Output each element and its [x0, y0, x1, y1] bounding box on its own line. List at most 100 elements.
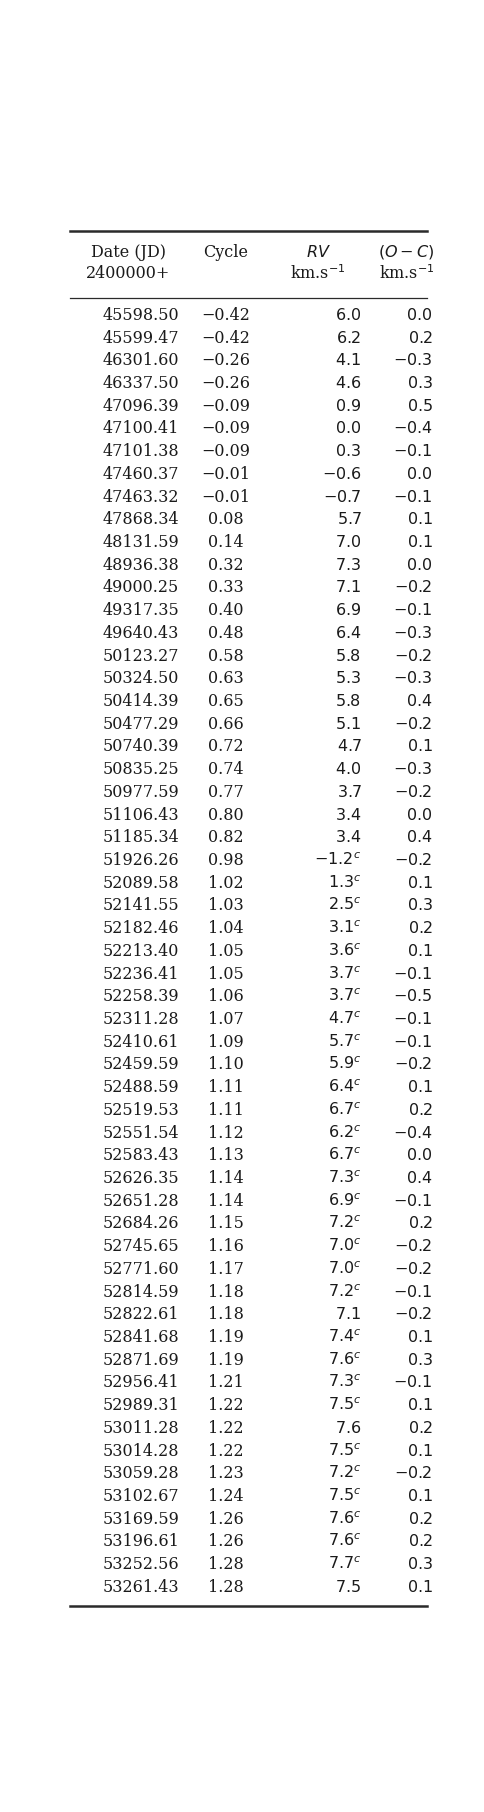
Text: 0.80: 0.80 [208, 806, 243, 823]
Text: $7.5^{c}$: $7.5^{c}$ [327, 1488, 361, 1506]
Text: 1.22: 1.22 [208, 1442, 243, 1460]
Text: 52258.39: 52258.39 [102, 988, 179, 1006]
Text: 46337.50: 46337.50 [102, 375, 179, 391]
Text: 51185.34: 51185.34 [102, 830, 179, 846]
Text: $5.8$: $5.8$ [334, 647, 361, 665]
Text: 49000.25: 49000.25 [103, 580, 179, 596]
Text: 50414.39: 50414.39 [102, 692, 179, 710]
Text: $7.6$: $7.6$ [334, 1421, 361, 1437]
Text: 1.13: 1.13 [208, 1147, 243, 1165]
Text: 1.04: 1.04 [208, 920, 243, 937]
Text: $6.2$: $6.2$ [336, 330, 361, 346]
Text: 1.26: 1.26 [208, 1511, 243, 1528]
Text: km.s$^{-1}$: km.s$^{-1}$ [289, 265, 345, 283]
Text: $0.0$: $0.0$ [406, 556, 432, 574]
Text: $5.7$: $5.7$ [336, 511, 361, 529]
Text: $−0.2$: $−0.2$ [393, 1261, 432, 1277]
Text: $7.7^{c}$: $7.7^{c}$ [327, 1557, 361, 1573]
Text: $0.9$: $0.9$ [334, 397, 361, 415]
Text: 52814.59: 52814.59 [102, 1283, 179, 1301]
Text: 1.26: 1.26 [208, 1533, 243, 1551]
Text: 52583.43: 52583.43 [102, 1147, 179, 1165]
Text: 1.28: 1.28 [208, 1557, 243, 1573]
Text: $−0.2$: $−0.2$ [393, 1238, 432, 1256]
Text: $0.5$: $0.5$ [406, 397, 432, 415]
Text: $7.2^{c}$: $7.2^{c}$ [327, 1466, 361, 1482]
Text: 53102.67: 53102.67 [102, 1488, 179, 1506]
Text: $0.1$: $0.1$ [406, 1328, 432, 1346]
Text: 2400000+: 2400000+ [86, 265, 170, 281]
Text: km.s$^{-1}$: km.s$^{-1}$ [378, 265, 433, 283]
Text: −0.01: −0.01 [201, 489, 250, 506]
Text: $−0.1$: $−0.1$ [393, 1375, 432, 1392]
Text: −0.09: −0.09 [201, 444, 250, 460]
Text: 52488.59: 52488.59 [102, 1080, 179, 1096]
Text: 52745.65: 52745.65 [102, 1238, 179, 1256]
Text: $6.2^{c}$: $6.2^{c}$ [327, 1125, 361, 1142]
Text: $0.0$: $0.0$ [406, 806, 432, 823]
Text: 52626.35: 52626.35 [102, 1171, 179, 1187]
Text: $6.4$: $6.4$ [334, 625, 361, 641]
Text: 50477.29: 50477.29 [102, 716, 179, 732]
Text: $0.1$: $0.1$ [406, 1578, 432, 1596]
Text: $−0.1$: $−0.1$ [393, 966, 432, 982]
Text: $0.1$: $0.1$ [406, 1080, 432, 1096]
Text: $5.3$: $5.3$ [334, 670, 361, 687]
Text: 0.72: 0.72 [208, 739, 243, 756]
Text: 0.33: 0.33 [208, 580, 243, 596]
Text: $−0.3$: $−0.3$ [393, 625, 432, 641]
Text: 47868.34: 47868.34 [102, 511, 179, 529]
Text: $4.7$: $4.7$ [336, 739, 361, 756]
Text: $7.5^{c}$: $7.5^{c}$ [327, 1397, 361, 1413]
Text: −0.26: −0.26 [201, 375, 250, 391]
Text: 1.12: 1.12 [208, 1125, 243, 1142]
Text: 52311.28: 52311.28 [102, 1011, 179, 1027]
Text: 0.63: 0.63 [208, 670, 243, 687]
Text: 52871.69: 52871.69 [102, 1352, 179, 1368]
Text: 1.18: 1.18 [208, 1306, 243, 1323]
Text: 51926.26: 51926.26 [102, 852, 179, 870]
Text: $−0.3$: $−0.3$ [393, 352, 432, 370]
Text: 1.19: 1.19 [208, 1328, 243, 1346]
Text: 53252.56: 53252.56 [102, 1557, 179, 1573]
Text: −0.09: −0.09 [201, 397, 250, 415]
Text: $0.0$: $0.0$ [406, 466, 432, 482]
Text: 1.07: 1.07 [208, 1011, 243, 1027]
Text: −0.42: −0.42 [201, 306, 250, 324]
Text: 1.22: 1.22 [208, 1397, 243, 1413]
Text: 50123.27: 50123.27 [102, 647, 179, 665]
Text: $3.7^{c}$: $3.7^{c}$ [327, 966, 361, 982]
Text: $0.3$: $0.3$ [406, 1352, 432, 1368]
Text: $−0.2$: $−0.2$ [393, 785, 432, 801]
Text: $7.2^{c}$: $7.2^{c}$ [327, 1283, 361, 1301]
Text: 1.05: 1.05 [208, 966, 243, 982]
Text: 49640.43: 49640.43 [103, 625, 179, 641]
Text: Cycle: Cycle [203, 245, 248, 261]
Text: 52141.55: 52141.55 [102, 897, 179, 915]
Text: $7.3$: $7.3$ [334, 556, 361, 574]
Text: $0.3$: $0.3$ [334, 444, 361, 460]
Text: $6.7^{c}$: $6.7^{c}$ [327, 1102, 361, 1118]
Text: $0.4$: $0.4$ [406, 830, 432, 846]
Text: $3.4$: $3.4$ [334, 830, 361, 846]
Text: $\mathit{(O-C)}$: $\mathit{(O-C)}$ [378, 243, 434, 261]
Text: 52841.68: 52841.68 [102, 1328, 179, 1346]
Text: $7.0^{c}$: $7.0^{c}$ [327, 1261, 361, 1277]
Text: $−0.1$: $−0.1$ [393, 1283, 432, 1301]
Text: 1.23: 1.23 [208, 1466, 243, 1482]
Text: $0.1$: $0.1$ [406, 942, 432, 960]
Text: $−0.1$: $−0.1$ [393, 444, 432, 460]
Text: −0.09: −0.09 [201, 420, 250, 437]
Text: 1.21: 1.21 [208, 1375, 243, 1392]
Text: 0.65: 0.65 [208, 692, 243, 710]
Text: $−0.3$: $−0.3$ [393, 670, 432, 687]
Text: 0.40: 0.40 [208, 602, 243, 620]
Text: 0.48: 0.48 [208, 625, 243, 641]
Text: $5.7^{c}$: $5.7^{c}$ [327, 1033, 361, 1051]
Text: 52410.61: 52410.61 [102, 1033, 179, 1051]
Text: $0.1$: $0.1$ [406, 739, 432, 756]
Text: 0.14: 0.14 [208, 535, 243, 551]
Text: 1.16: 1.16 [208, 1238, 243, 1256]
Text: $0.3$: $0.3$ [406, 1557, 432, 1573]
Text: 53014.28: 53014.28 [102, 1442, 179, 1460]
